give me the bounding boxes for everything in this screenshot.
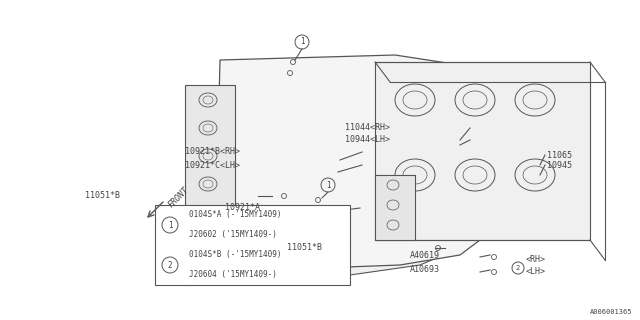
Text: 1: 1 <box>168 220 172 229</box>
Text: 11051*B: 11051*B <box>85 191 120 201</box>
Text: 2: 2 <box>516 265 520 271</box>
Polygon shape <box>375 175 415 240</box>
Text: 10921*B<RH>: 10921*B<RH> <box>185 148 240 156</box>
Text: 10921*A: 10921*A <box>225 204 260 212</box>
Polygon shape <box>375 62 590 240</box>
Polygon shape <box>185 85 235 210</box>
Text: <RH>: <RH> <box>526 255 546 265</box>
Text: 0104S*A (-'15MY1409): 0104S*A (-'15MY1409) <box>189 211 282 220</box>
Text: A006001365: A006001365 <box>589 309 632 315</box>
Text: A40619: A40619 <box>410 251 440 260</box>
Text: J20604 ('15MY1409-): J20604 ('15MY1409-) <box>189 270 277 279</box>
Text: 11044<RH>: 11044<RH> <box>345 124 390 132</box>
Text: A10693: A10693 <box>410 266 440 275</box>
Bar <box>155 205 350 285</box>
Text: 1: 1 <box>326 180 330 189</box>
Text: 10921*C<LH>: 10921*C<LH> <box>185 161 240 170</box>
Polygon shape <box>212 145 485 280</box>
Text: 0104S*B (-'15MY1409): 0104S*B (-'15MY1409) <box>189 251 282 260</box>
Text: <LH>: <LH> <box>526 268 546 276</box>
Text: FRONT: FRONT <box>167 185 191 209</box>
Text: 10945: 10945 <box>547 161 572 170</box>
Text: 11051*B: 11051*B <box>287 244 322 252</box>
Text: 2: 2 <box>168 260 172 269</box>
Polygon shape <box>215 55 480 270</box>
Text: 11065: 11065 <box>547 150 572 159</box>
Text: J20602 ('15MY1409-): J20602 ('15MY1409-) <box>189 230 277 239</box>
Text: 1: 1 <box>300 37 304 46</box>
Text: 10944<LH>: 10944<LH> <box>345 135 390 145</box>
